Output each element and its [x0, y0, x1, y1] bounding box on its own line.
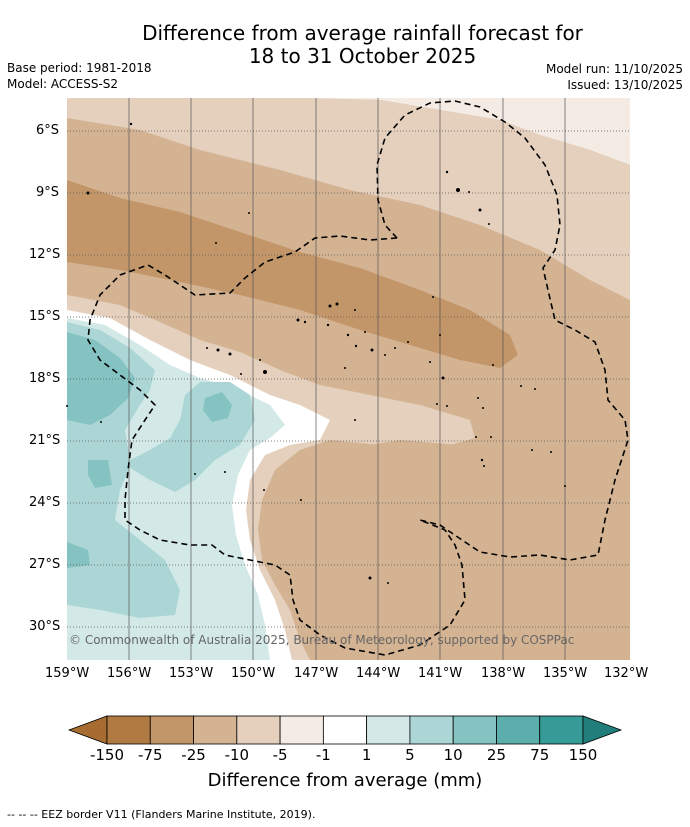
lat-label: 18°S	[29, 371, 61, 386]
footnote-eez: -- -- -- EEZ border V11 (Flanders Marine…	[7, 808, 316, 821]
field-light-ne	[300, 98, 630, 165]
lon-label: 135°W	[543, 666, 588, 681]
field-pale-ne	[67, 98, 630, 300]
lon-label: 144°W	[356, 666, 401, 681]
colorbar-swatch	[496, 715, 541, 745]
lon-label: 141°W	[418, 666, 463, 681]
meta-left: Base period: 1981-2018 Model: ACCESS-S2	[7, 60, 152, 92]
colorbar-swatch	[322, 715, 368, 745]
lon-label: 138°W	[481, 666, 526, 681]
colorbar-swatch	[539, 715, 584, 745]
colorbar-swatch	[106, 715, 151, 745]
colorbar-swatch	[193, 715, 238, 745]
colorbar-tick-label: -5	[272, 746, 288, 764]
colorbar-tick-label: 10	[443, 746, 463, 764]
colorbar-tick-label: -150	[89, 746, 125, 764]
colorbar-tick-label: 75	[530, 746, 550, 764]
colorbar-tick-label: 150	[568, 746, 598, 764]
lon-label: 156°W	[107, 666, 152, 681]
colorbar-swatch	[279, 715, 324, 745]
field-brown-band	[67, 180, 518, 368]
colorbar	[67, 715, 623, 745]
title-line-1: Difference from average rainfall forecas…	[142, 21, 583, 45]
colorbar-extend-high	[582, 715, 623, 745]
lon-label: 159°W	[45, 666, 90, 681]
colorbar-tick-label: 1	[361, 746, 372, 764]
field-teal-dark-2	[203, 392, 232, 422]
colorbar-swatch	[452, 715, 497, 745]
lon-label: 153°W	[169, 666, 214, 681]
eez-borders	[87, 100, 629, 656]
colorbar-extend-low	[67, 715, 108, 745]
lat-label: 12°S	[29, 247, 61, 262]
lon-label: 132°W	[604, 666, 649, 681]
colorbar-tick-label: 25	[486, 746, 506, 764]
colorbar-tick-label: -10	[224, 746, 250, 764]
issued-date: Issued: 13/10/2025	[567, 78, 683, 92]
lat-label: 27°S	[29, 557, 61, 572]
lat-label: 30°S	[29, 619, 61, 634]
colorbar-swatch	[366, 715, 411, 745]
colorbar-swatch	[149, 715, 194, 745]
lat-label: 15°S	[29, 309, 61, 324]
colorbar-tick-label: -1	[315, 746, 331, 764]
colorbar-swatch	[409, 715, 454, 745]
lon-label: 147°W	[294, 666, 339, 681]
meta-right: Model run: 11/10/2025 Issued: 13/10/2025	[546, 61, 683, 93]
field-teal-dark-1	[67, 332, 135, 425]
model-name: Model: ACCESS-S2	[7, 77, 119, 91]
colorbar-tick-label: 5	[405, 746, 415, 764]
lat-label: 24°S	[29, 495, 61, 510]
colorbar-tick-label: -25	[181, 746, 206, 764]
lat-label: 21°S	[29, 433, 61, 448]
lat-label: 6°S	[36, 123, 60, 138]
lat-gridlines	[67, 130, 630, 628]
field-brown-south	[296, 395, 630, 660]
colorbar-label: Difference from average (mm)	[207, 770, 483, 791]
field-teal-dark-3	[88, 460, 112, 488]
rainfall-field	[67, 98, 630, 660]
title: Difference from average rainfall forecas…	[0, 22, 690, 68]
colorbar-tick-label: -75	[138, 746, 163, 764]
base-period: Base period: 1981-2018	[7, 61, 152, 75]
model-run: Model run: 11/10/2025	[545, 62, 683, 76]
title-line-2: 18 to 31 October 2025	[248, 44, 477, 68]
lat-label: 9°S	[36, 185, 60, 200]
colorbar-swatch	[236, 715, 281, 745]
lon-label: 150°W	[231, 666, 276, 681]
copyright-note: © Commonwealth of Australia 2025, Bureau…	[69, 633, 575, 647]
field-teal-dark-4	[67, 542, 90, 568]
islands	[66, 122, 566, 584]
